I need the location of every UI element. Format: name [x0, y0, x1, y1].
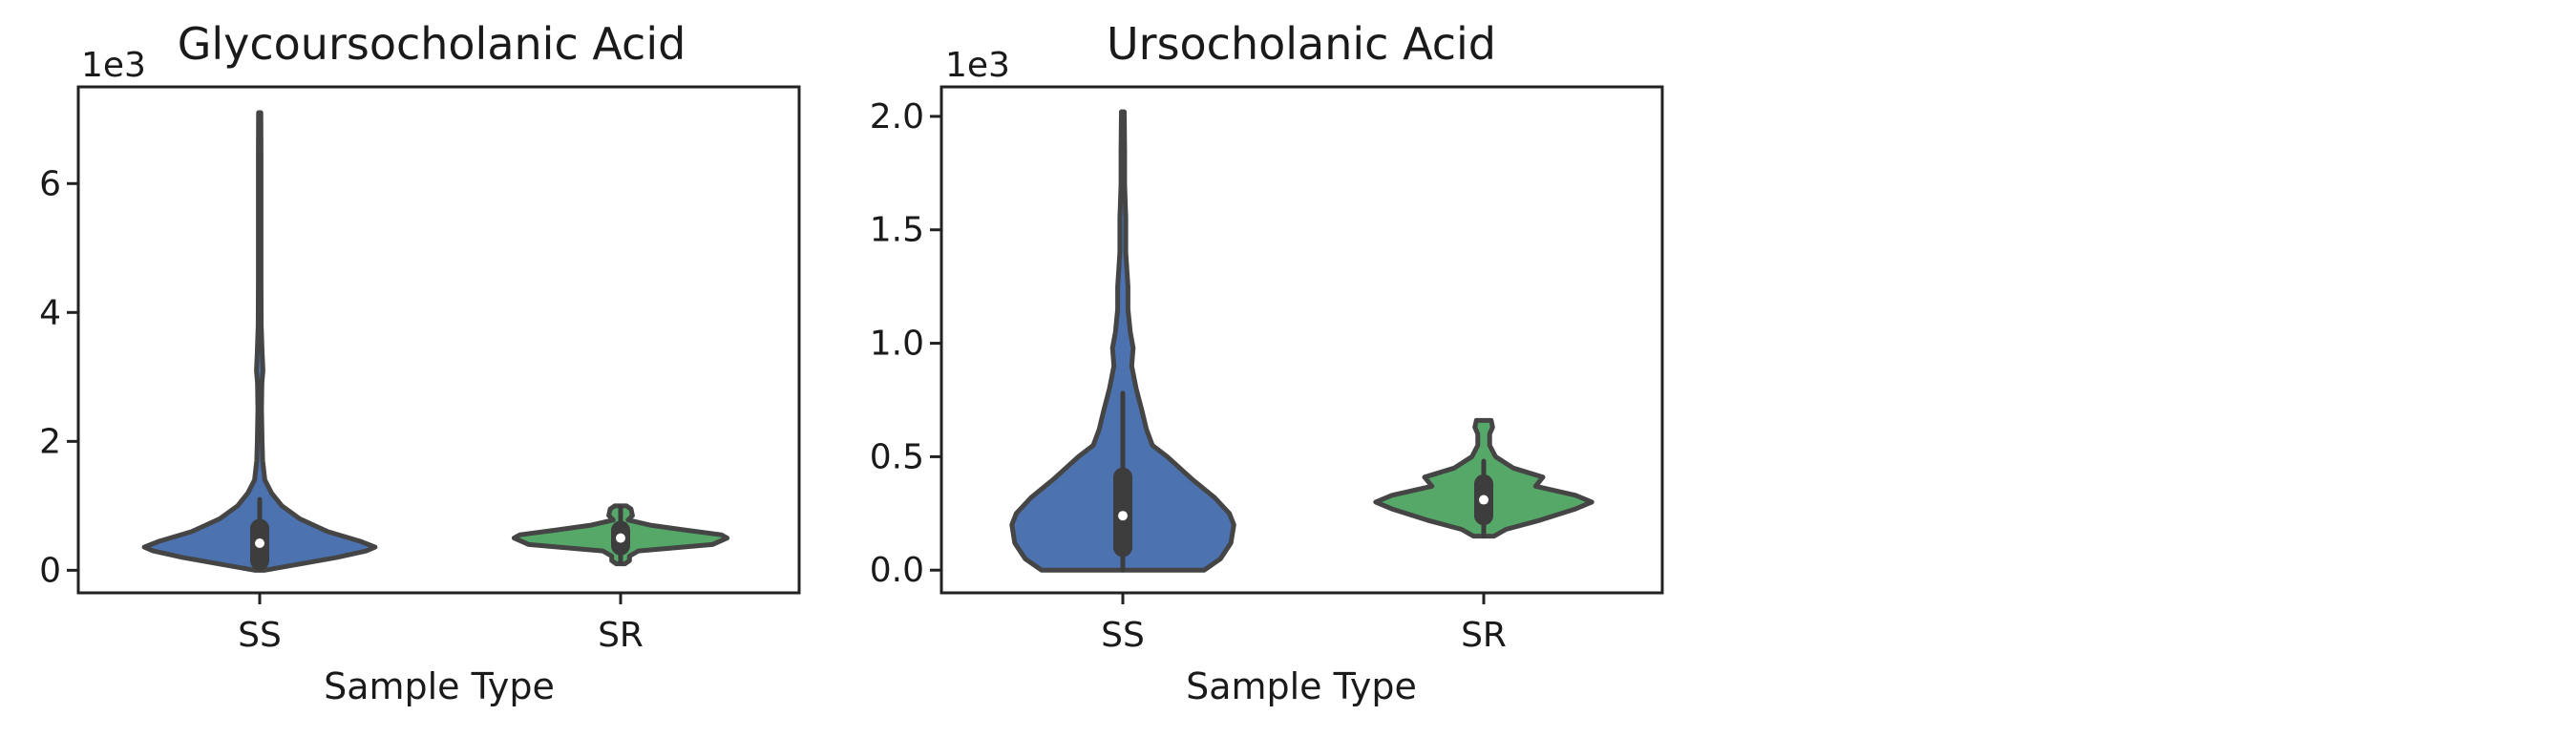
violin-median-dot: [616, 533, 625, 543]
chart-title: Glycoursocholanic Acid: [178, 18, 686, 70]
y-offset-label: 1e3: [81, 46, 146, 85]
y-tick-label: 2: [39, 422, 61, 461]
y-tick-label: 2.0: [870, 97, 924, 137]
x-tick-label: SS: [1101, 616, 1145, 655]
x-axis-label: Sample Type: [324, 665, 555, 707]
y-axis-ticks: 0.0 0.5 1.0 1.5 2.0: [870, 97, 941, 590]
plot-frame: [76, 85, 801, 595]
violin-median-dot: [1118, 511, 1128, 521]
y-tick-label: 1.0: [870, 325, 924, 364]
chart-panel-glycoursocholanic: Glycoursocholanic Acid 1e3 0 2 4 6 SS SR Sam…: [39, 18, 801, 707]
violins-layer: [1009, 109, 1594, 573]
x-axis-ticks: SS SR: [238, 593, 644, 655]
chart-title: Ursocholanic Acid: [1107, 18, 1496, 70]
plot-frame: [940, 85, 1664, 595]
y-tick-label: 6: [39, 164, 61, 203]
x-axis-ticks: SS SR: [1101, 593, 1507, 655]
x-tick-label: SS: [238, 616, 282, 655]
chart-panel-ursocholanic: Ursocholanic Acid 1e3 0.0 0.5 1.0 1.5 2.0 SS…: [870, 18, 1664, 707]
y-tick-label: 0.5: [870, 437, 924, 476]
violin-ss: [141, 110, 378, 573]
y-tick-label: 1.5: [870, 211, 924, 250]
violin-median-dot: [255, 538, 264, 549]
y-tick-label: 4: [39, 293, 61, 332]
violin-median-dot: [1479, 495, 1489, 505]
x-tick-label: SR: [598, 616, 644, 655]
violin-ss: [1009, 109, 1236, 573]
x-tick-label: SR: [1461, 616, 1507, 655]
y-tick-label: 0.0: [870, 551, 924, 590]
y-tick-label: 0: [39, 551, 61, 590]
y-offset-label: 1e3: [945, 46, 1010, 85]
y-axis-ticks: 0 2 4 6: [39, 164, 78, 590]
x-axis-label: Sample Type: [1186, 665, 1417, 707]
violins-layer: [141, 110, 730, 573]
